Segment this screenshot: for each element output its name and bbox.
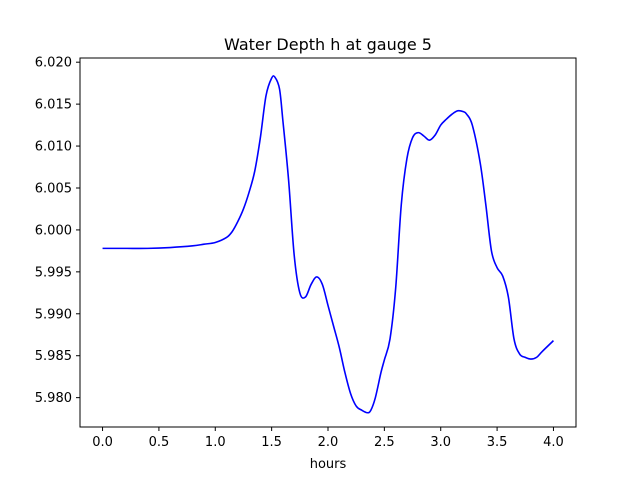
- y-tick-label: 6.015: [35, 98, 72, 113]
- axis-ticks: 0.0 0.5 1.0 1.5 2.0 2.5 3.0 3.5 4.0 5.980 5.985 5.9…: [35, 56, 564, 450]
- y-tick-label: 5.995: [35, 265, 72, 280]
- plot-frame: [79, 57, 577, 428]
- data-lines: [102, 75, 555, 414]
- y-tick-label: 5.980: [35, 391, 72, 406]
- plot-area: [80, 58, 576, 427]
- x-tick-label: 0.0: [92, 435, 113, 450]
- x-tick-label: 4.0: [543, 435, 564, 450]
- y-tick-label: 6.020: [35, 56, 72, 71]
- x-tick-label: 1.5: [261, 435, 282, 450]
- x-tick-label: 2.5: [374, 435, 395, 450]
- y-tick-label: 5.985: [35, 349, 72, 364]
- x-tick-label: 3.0: [430, 435, 451, 450]
- x-tick-label: 0.5: [149, 435, 170, 450]
- x-tick-label: 3.5: [487, 435, 508, 450]
- series-line: [102, 75, 555, 414]
- x-tick-label: 1.0: [205, 435, 226, 450]
- y-tick-label: 6.005: [35, 181, 72, 196]
- y-tick-label: 5.990: [35, 307, 72, 322]
- y-tick-label: 6.000: [35, 223, 72, 238]
- x-tick-label: 2.0: [318, 435, 339, 450]
- y-tick-label: 6.010: [35, 140, 72, 155]
- x-axis-label: hours: [310, 457, 347, 472]
- chart-title: Water Depth h at gauge 5: [224, 35, 432, 54]
